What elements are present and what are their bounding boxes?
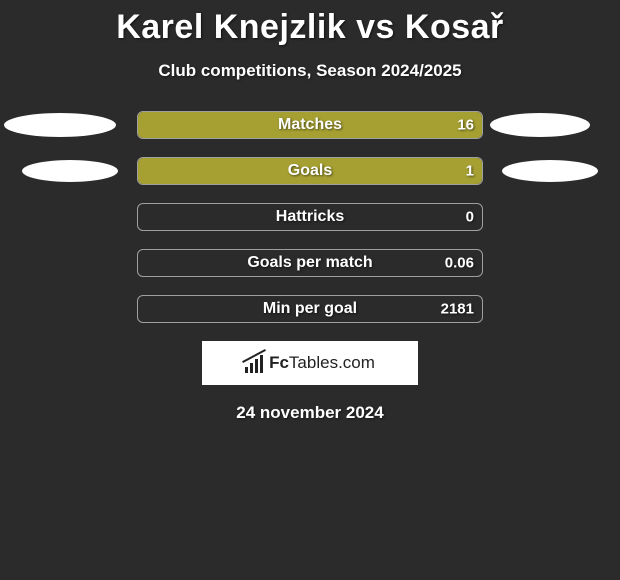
- stat-value-right: 1: [466, 163, 474, 180]
- snapshot-date: 24 november 2024: [0, 403, 620, 423]
- player-marker-right: [502, 160, 598, 182]
- page-subtitle: Club competitions, Season 2024/2025: [0, 61, 620, 81]
- player-marker-right: [490, 113, 590, 137]
- stat-row: Min per goal 2181: [0, 295, 620, 323]
- logo-bars-icon: [245, 353, 263, 373]
- stat-value-right: 16: [457, 117, 474, 134]
- player-marker-left: [22, 160, 118, 182]
- stat-bar-track: Hattricks 0: [137, 203, 483, 231]
- comparison-chart: Matches 16 Goals 1 Hattricks 0 Goals per match…: [0, 111, 620, 323]
- stat-bar-track: Matches 16: [137, 111, 483, 139]
- stat-row: Goals 1: [0, 157, 620, 185]
- fctables-logo: FcTables.com: [202, 341, 418, 385]
- stat-label: Goals per match: [247, 254, 372, 272]
- page-title: Karel Knejzlik vs Kosař: [0, 0, 620, 47]
- logo-text-dotcom: .com: [338, 353, 375, 372]
- stat-row: Goals per match 0.06: [0, 249, 620, 277]
- stat-bar-track: Goals per match 0.06: [137, 249, 483, 277]
- logo-text-fc: Fc: [269, 353, 289, 372]
- logo-text-tables: Tables: [289, 353, 338, 372]
- stat-value-right: 0: [466, 209, 474, 226]
- stat-bar-track: Goals 1: [137, 157, 483, 185]
- stat-row: Hattricks 0: [0, 203, 620, 231]
- stat-row: Matches 16: [0, 111, 620, 139]
- stat-bar-track: Min per goal 2181: [137, 295, 483, 323]
- stat-value-right: 0.06: [445, 255, 474, 272]
- player-marker-left: [4, 113, 116, 137]
- stat-label: Hattricks: [276, 208, 344, 226]
- stat-value-right: 2181: [441, 301, 474, 318]
- stat-label: Matches: [278, 116, 342, 134]
- stat-label: Goals: [288, 162, 332, 180]
- logo-text: FcTables.com: [269, 353, 375, 373]
- stat-label: Min per goal: [263, 300, 357, 318]
